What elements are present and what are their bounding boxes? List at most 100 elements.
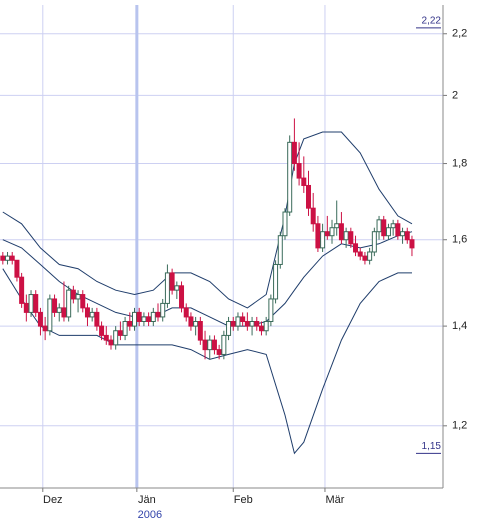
- candle-body: [117, 330, 123, 336]
- x-tick-label: Jän: [138, 494, 156, 506]
- candle-body: [371, 231, 377, 253]
- candle-body: [385, 227, 391, 237]
- candle-body: [164, 272, 170, 304]
- candle-body: [9, 255, 15, 261]
- candle-body: [183, 307, 189, 318]
- candle-body: [324, 231, 330, 237]
- candle-body: [103, 334, 109, 341]
- candle-body: [235, 316, 241, 327]
- x-tick-label: Feb: [234, 494, 253, 506]
- candle-body: [66, 289, 72, 318]
- candle-body: [230, 321, 236, 327]
- y-tick-label: 2,2: [452, 28, 467, 40]
- candle-body: [188, 316, 194, 327]
- candle-body: [14, 259, 20, 278]
- candle-body: [258, 325, 264, 332]
- candle-body: [37, 311, 43, 327]
- candle-body: [338, 223, 344, 241]
- candle-body: [99, 325, 105, 336]
- candle-body: [334, 223, 340, 229]
- candle-body: [409, 239, 415, 249]
- candle-body: [343, 231, 349, 241]
- candle-body: [268, 298, 274, 323]
- candle-body: [254, 321, 260, 327]
- candle-body: [211, 339, 217, 351]
- candle-body: [287, 141, 293, 213]
- candle-body: [141, 316, 147, 323]
- candle-body: [353, 243, 359, 253]
- candle-body: [94, 311, 100, 327]
- candle-body: [221, 334, 227, 355]
- candle-body: [216, 349, 222, 355]
- candle-body: [315, 223, 321, 249]
- candle-body: [395, 223, 401, 237]
- x-tick-label: Mär: [325, 494, 344, 506]
- candle-body: [33, 294, 39, 313]
- y-tick-label: 1,6: [452, 234, 467, 246]
- candle-body: [277, 235, 283, 265]
- candle-body: [282, 211, 288, 237]
- candle-body: [146, 316, 152, 323]
- candle-body: [131, 311, 137, 327]
- candle-body: [0, 255, 6, 261]
- candle-body: [80, 294, 86, 309]
- candle-body: [263, 321, 269, 332]
- candle-body: [244, 321, 250, 327]
- candle-body: [174, 285, 180, 291]
- candle-body: [169, 272, 175, 291]
- candle-body: [155, 311, 161, 318]
- candle-body: [273, 263, 279, 300]
- candle-body: [249, 321, 255, 327]
- candle-body: [310, 207, 316, 225]
- x-tick-label: Dez: [43, 494, 63, 506]
- candle-body: [376, 219, 382, 233]
- candle-body: [89, 311, 95, 318]
- band-line: [2, 131, 413, 309]
- candle-body: [52, 298, 58, 313]
- candle-body: [291, 141, 297, 165]
- candle-body: [404, 231, 410, 241]
- y-tick-label: 2: [452, 89, 458, 101]
- candle-body: [42, 325, 48, 332]
- candle-body: [113, 330, 119, 346]
- candle-body: [329, 227, 335, 237]
- candle-body: [202, 339, 208, 351]
- candle-body: [348, 231, 354, 245]
- candle-body: [23, 302, 29, 313]
- candle-body: [357, 251, 363, 257]
- candle-body: [400, 231, 406, 237]
- y-tick-label: 1,2: [452, 420, 467, 432]
- candle-body: [56, 307, 62, 313]
- y-tick-label: 1,4: [452, 320, 467, 332]
- candle-body: [47, 298, 53, 332]
- candle-body: [362, 255, 368, 261]
- candle-body: [5, 255, 11, 261]
- candle-body: [193, 321, 199, 327]
- candle-body: [306, 184, 312, 209]
- candle-body: [122, 321, 128, 336]
- candle-body: [381, 219, 387, 237]
- candle-body: [207, 339, 213, 351]
- candle-body: [28, 294, 34, 313]
- year-label: 2006: [138, 509, 162, 521]
- annotation-label: 2,22: [422, 16, 442, 27]
- y-tick-label: 1,8: [452, 157, 467, 169]
- candle-body: [70, 289, 76, 300]
- candle-body: [240, 316, 246, 323]
- candle-body: [19, 276, 25, 304]
- candle-body: [179, 285, 185, 309]
- candle-body: [160, 302, 166, 318]
- candle-body: [197, 321, 203, 341]
- candle-body: [136, 311, 142, 323]
- candle-body: [61, 307, 67, 318]
- candle-body: [320, 231, 326, 249]
- candle-body: [301, 177, 307, 186]
- annotation-label: 1,15: [422, 441, 442, 452]
- candle-body: [150, 311, 156, 323]
- candle-body: [296, 163, 302, 179]
- candle-body: [75, 294, 81, 300]
- candle-body: [367, 251, 373, 261]
- candle-body: [226, 321, 232, 336]
- candle-body: [84, 307, 90, 318]
